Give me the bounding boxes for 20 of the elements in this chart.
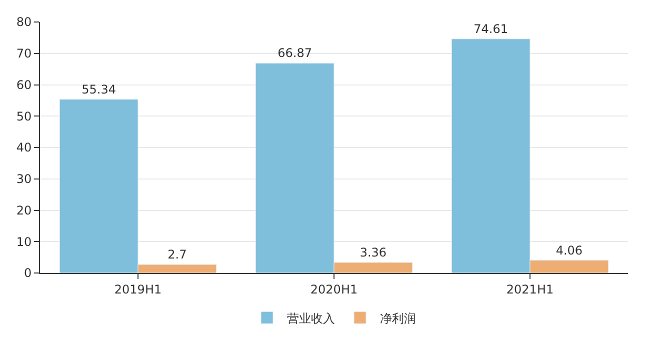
y-tick-label: 60 xyxy=(16,78,32,92)
x-tick-label: 2021H1 xyxy=(506,282,554,296)
data-label: 74.61 xyxy=(474,22,508,36)
data-label: 66.87 xyxy=(278,46,312,60)
data-label: 4.06 xyxy=(556,243,583,258)
y-tick-label: 20 xyxy=(16,203,32,218)
data-label: 2.7 xyxy=(168,248,187,262)
y-tick-label: 40 xyxy=(16,140,32,155)
legend-label: 营业收入 xyxy=(287,311,335,326)
data-label: 3.36 xyxy=(360,245,387,260)
y-tick-label: 30 xyxy=(16,172,32,186)
y-tick-label: 50 xyxy=(16,109,32,124)
x-tick-label: 2020H1 xyxy=(310,282,358,296)
x-tick-label: 2019H1 xyxy=(114,282,162,296)
legend-label: 净利润 xyxy=(380,311,416,326)
y-tick-label: 10 xyxy=(16,234,32,249)
y-tick-label: 80 xyxy=(16,15,32,30)
y-tick-label: 0 xyxy=(24,266,32,280)
y-tick-label: 70 xyxy=(16,46,32,61)
data-label: 55.34 xyxy=(82,82,116,96)
